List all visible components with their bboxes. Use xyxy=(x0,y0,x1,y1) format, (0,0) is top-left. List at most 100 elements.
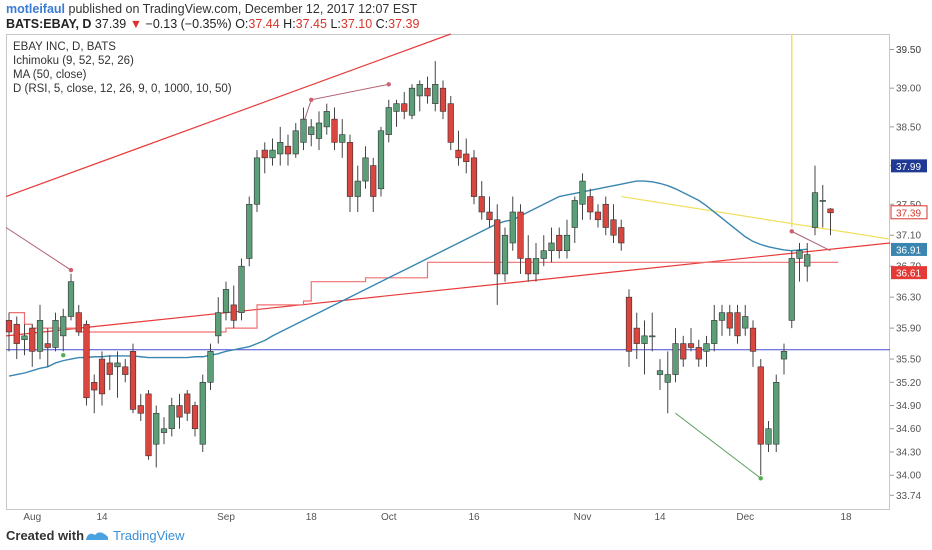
x-tick-label: 14 xyxy=(654,512,666,522)
pivot-dot xyxy=(309,97,314,102)
candle-body xyxy=(168,405,175,430)
candle-body xyxy=(811,192,819,228)
candle-body xyxy=(408,87,416,116)
ichimoku-kijun-line xyxy=(9,261,839,333)
price-label: 36.91 xyxy=(896,245,921,256)
candle-body xyxy=(416,84,423,97)
pivot-dot xyxy=(789,229,794,234)
candle-body xyxy=(36,320,44,352)
candle-body xyxy=(370,165,377,197)
candle-body xyxy=(21,335,28,341)
candle-body xyxy=(773,381,780,445)
legend-d[interactable]: D (RSI, 5, close, 12, 26, 9, 0, 1000, 10… xyxy=(13,83,232,95)
candle-body xyxy=(501,234,509,275)
candle-body xyxy=(796,250,803,259)
candle-body xyxy=(44,343,51,348)
ma50-line xyxy=(8,180,808,377)
y-tick-label: 35.50 xyxy=(896,355,921,366)
legend-ma[interactable]: MA (50, close) xyxy=(13,69,87,81)
candle-body xyxy=(804,254,811,267)
candle-body xyxy=(308,126,315,135)
y-tick-label: 39.50 xyxy=(896,45,921,56)
price-label: 36.61 xyxy=(896,269,921,280)
candle-body xyxy=(571,200,578,228)
pivot-dot xyxy=(758,476,763,481)
upper-trend-line xyxy=(5,33,451,198)
candle-body xyxy=(253,157,261,205)
pivot-dot xyxy=(386,82,391,87)
candle-body xyxy=(680,343,687,360)
candle-body xyxy=(625,296,633,352)
candle-body xyxy=(377,130,385,190)
candle-body xyxy=(618,227,625,244)
candle-body xyxy=(749,327,757,352)
high-value: 37.45 xyxy=(295,17,327,31)
candle-body xyxy=(91,381,98,391)
candle-body xyxy=(633,327,640,344)
candle-body xyxy=(160,428,168,433)
candle-body xyxy=(230,304,237,321)
candle-body xyxy=(52,320,59,348)
chart-header: motleifaul published on TradingView.com,… xyxy=(0,0,932,34)
candle-body xyxy=(137,405,144,414)
created-with-text: Created with xyxy=(6,528,85,543)
candle-body xyxy=(184,393,191,414)
candle-body xyxy=(246,203,253,259)
candle-body xyxy=(711,320,718,344)
candle-body xyxy=(734,312,741,337)
candle-body xyxy=(432,84,439,104)
candle-body xyxy=(114,362,121,368)
pivot-dot xyxy=(61,353,66,358)
symbol-label: BATS:EBAY, D xyxy=(6,17,92,31)
tradingview-brand[interactable]: TradingView xyxy=(113,528,185,543)
y-tick-label: 34.60 xyxy=(896,424,921,435)
price-chart[interactable]: 33.74 34.00 34.30 34.60 34.90 35.20 35.50 35.90… xyxy=(0,0,932,522)
candle-body xyxy=(447,103,454,143)
candle-body xyxy=(339,134,346,143)
candle-body xyxy=(649,335,656,338)
low-value: 37.10 xyxy=(340,17,373,31)
open-label: O: xyxy=(235,17,249,31)
candle-body xyxy=(277,142,284,155)
candle-body xyxy=(401,103,408,112)
candle-body xyxy=(106,362,113,375)
candle-body xyxy=(5,320,13,333)
close-label: C: xyxy=(375,17,389,31)
candle-body xyxy=(300,118,307,143)
candle-body xyxy=(687,343,695,348)
candle-body xyxy=(641,335,648,344)
down-arrow-icon: ▼ xyxy=(129,17,143,31)
candle-body xyxy=(354,180,361,197)
yellow-trend-line xyxy=(621,195,891,240)
candle-body xyxy=(726,312,733,329)
candle-body xyxy=(222,289,230,313)
candle-body xyxy=(532,258,540,275)
candle-body xyxy=(478,196,485,213)
price-label-box xyxy=(891,159,927,173)
y-tick-label: 34.90 xyxy=(896,401,921,412)
candle-body xyxy=(780,351,788,360)
candle-body xyxy=(563,234,571,252)
y-tick-label: 38.50 xyxy=(896,122,921,133)
candle-body xyxy=(439,87,447,112)
candle-body xyxy=(122,366,129,375)
candle-body xyxy=(765,428,772,445)
candle-body xyxy=(67,281,75,317)
ohlc-line: BATS:EBAY, D 37.39 ▼ −0.13 (−0.35%) O:37… xyxy=(6,17,419,31)
author-link[interactable]: motleifaul xyxy=(6,2,66,16)
candle-body xyxy=(199,381,206,445)
candle-body xyxy=(664,374,671,383)
candle-body xyxy=(385,107,392,135)
high-label: H: xyxy=(283,17,296,31)
candle-body xyxy=(315,122,323,139)
candle-body xyxy=(323,111,330,128)
price-label: 37.99 xyxy=(896,162,921,173)
candle-body xyxy=(525,258,532,275)
candle-body xyxy=(331,118,338,143)
candle-body xyxy=(470,157,478,197)
candle-body xyxy=(346,142,354,197)
price-label-box xyxy=(890,205,928,220)
candle-body xyxy=(656,370,664,375)
open-value: 37.44 xyxy=(248,17,280,31)
legend-ichimoku[interactable]: Ichimoku (9, 52, 52, 26) xyxy=(13,55,134,67)
